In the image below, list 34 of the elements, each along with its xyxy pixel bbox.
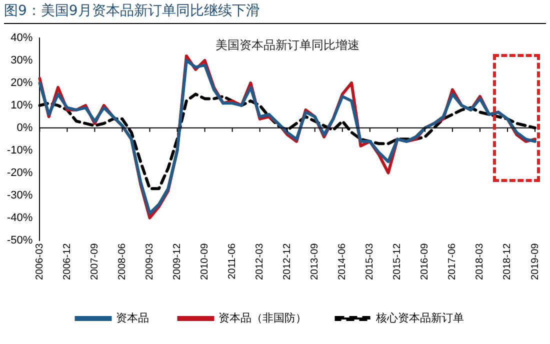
x-tick-label: 2014-06 bbox=[337, 242, 348, 280]
x-tick-label: 2010-09 bbox=[200, 242, 211, 280]
y-tick-label: 20% bbox=[10, 76, 33, 89]
x-tick-label: 2009-03 bbox=[144, 242, 156, 280]
x-tick-label: 2009-12 bbox=[172, 242, 184, 280]
x-tick-label: 2013-09 bbox=[310, 242, 321, 280]
x-tick-label: 2006-12 bbox=[62, 242, 73, 280]
chart-title: 图9：美国9月资本品新订单同比继续下滑 bbox=[4, 2, 546, 24]
legend-label: 资本品 bbox=[116, 312, 149, 325]
x-tick-label: 2007-09 bbox=[89, 242, 100, 280]
y-tick-label: -10% bbox=[6, 144, 33, 156]
y-tick-label: -30% bbox=[6, 189, 33, 202]
x-tick-label: 2011-06 bbox=[227, 242, 238, 280]
x-tick-label: 2012-12 bbox=[282, 242, 294, 280]
y-tick-label: -40% bbox=[6, 212, 33, 224]
chart-subtitle: 美国资本品新订单同比增速 bbox=[215, 38, 360, 52]
x-tick-label: 2012-03 bbox=[254, 242, 266, 280]
x-tick-label: 2016-09 bbox=[420, 242, 431, 280]
x-tick-label: 2015-12 bbox=[392, 242, 404, 280]
y-tick-label: 10% bbox=[10, 99, 33, 112]
x-tick-label: 2006-03 bbox=[34, 242, 46, 280]
y-tick-label: 30% bbox=[10, 54, 33, 67]
x-tick-label: 2015-03 bbox=[364, 242, 376, 280]
x-tick-label: 2018-03 bbox=[474, 242, 486, 280]
x-tick-label: 2017-06 bbox=[447, 242, 458, 280]
y-tick-label: 40% bbox=[10, 32, 33, 44]
y-tick-label: -50% bbox=[6, 234, 33, 246]
y-tick-label: -20% bbox=[6, 166, 33, 179]
x-tick-label: 2018-12 bbox=[502, 242, 514, 280]
x-tick-label: 2019-09 bbox=[530, 242, 541, 280]
x-tick-label: 2008-06 bbox=[116, 242, 128, 280]
legend-label: 核心资本品新订单 bbox=[374, 312, 464, 325]
y-tick-label: 0% bbox=[16, 122, 33, 134]
legend-label: 资本品（非国防） bbox=[218, 312, 306, 325]
